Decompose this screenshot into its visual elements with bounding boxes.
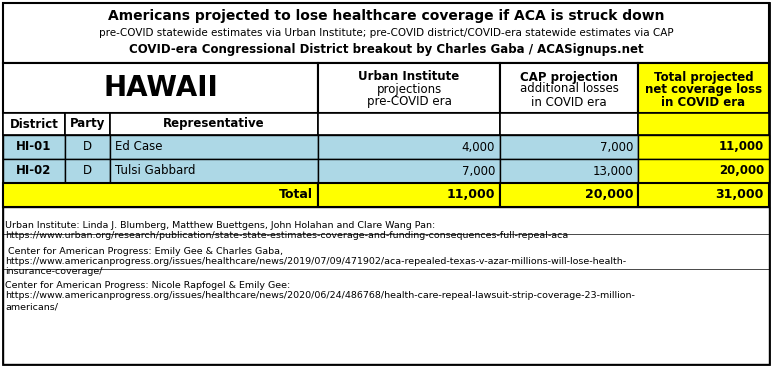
Text: 11,000: 11,000 xyxy=(446,189,495,201)
Text: District: District xyxy=(9,117,59,131)
Text: insurance-coverage/: insurance-coverage/ xyxy=(5,268,103,276)
Bar xyxy=(500,135,638,159)
Bar xyxy=(638,135,769,159)
Text: https://www.urban.org/research/publication/state-state-estimates-coverage-and-fu: https://www.urban.org/research/publicati… xyxy=(5,231,568,240)
Bar xyxy=(638,63,769,113)
Bar xyxy=(3,63,318,113)
Bar xyxy=(500,159,638,183)
Text: net coverage loss: net coverage loss xyxy=(645,83,762,95)
Bar xyxy=(3,159,65,183)
Bar xyxy=(65,113,110,135)
Text: Center for American Progress: Nicole Rapfogel & Emily Gee:: Center for American Progress: Nicole Rap… xyxy=(5,281,290,290)
Bar xyxy=(65,135,110,159)
Text: Center for American Progress: Emily Gee & Charles Gaba,: Center for American Progress: Emily Gee … xyxy=(5,247,283,255)
Bar xyxy=(110,113,318,135)
Text: 7,000: 7,000 xyxy=(462,164,495,178)
Bar xyxy=(3,113,65,135)
Bar xyxy=(500,63,638,113)
Text: 4,000: 4,000 xyxy=(462,141,495,153)
Text: 20,000: 20,000 xyxy=(719,164,764,178)
Text: https://www.americanprogress.org/issues/healthcare/news/2019/07/09/471902/aca-re: https://www.americanprogress.org/issues/… xyxy=(5,257,626,266)
Bar xyxy=(318,183,500,207)
Bar xyxy=(318,113,500,135)
Text: Total: Total xyxy=(279,189,313,201)
Text: americans/: americans/ xyxy=(5,302,58,311)
Text: 31,000: 31,000 xyxy=(716,189,764,201)
Bar xyxy=(638,159,769,183)
Bar xyxy=(318,135,500,159)
Text: Urban Institute: Linda J. Blumberg, Matthew Buettgens, John Holahan and Clare Wa: Urban Institute: Linda J. Blumberg, Matt… xyxy=(5,221,435,229)
Text: in COVID era: in COVID era xyxy=(662,95,746,109)
Text: 13,000: 13,000 xyxy=(592,164,633,178)
Bar xyxy=(3,3,769,63)
Bar xyxy=(65,159,110,183)
Text: Tulsi Gabbard: Tulsi Gabbard xyxy=(115,164,195,178)
Text: CAP projection: CAP projection xyxy=(520,70,618,84)
Text: HAWAII: HAWAII xyxy=(103,74,218,102)
Bar xyxy=(3,183,318,207)
Text: 11,000: 11,000 xyxy=(719,141,764,153)
Text: projections: projections xyxy=(377,83,442,95)
Text: 7,000: 7,000 xyxy=(600,141,633,153)
Bar xyxy=(110,159,318,183)
Text: COVID-era Congressional District breakout by Charles Gaba / ACASignups.net: COVID-era Congressional District breakou… xyxy=(129,43,643,56)
Text: Ed Case: Ed Case xyxy=(115,141,162,153)
Bar xyxy=(318,159,500,183)
Bar xyxy=(500,113,638,135)
Text: additional losses: additional losses xyxy=(520,83,618,95)
Text: Party: Party xyxy=(69,117,105,131)
Text: Urban Institute: Urban Institute xyxy=(358,70,459,84)
Text: D: D xyxy=(83,141,92,153)
Bar xyxy=(638,183,769,207)
Text: HI-02: HI-02 xyxy=(16,164,52,178)
Bar xyxy=(110,135,318,159)
Text: https://www.americanprogress.org/issues/healthcare/news/2020/06/24/486768/health: https://www.americanprogress.org/issues/… xyxy=(5,291,635,301)
Bar xyxy=(3,207,769,364)
Text: pre-COVID statewide estimates via Urban Institute; pre-COVID district/COVID-era : pre-COVID statewide estimates via Urban … xyxy=(99,28,673,38)
Text: Americans projected to lose healthcare coverage if ACA is struck down: Americans projected to lose healthcare c… xyxy=(108,9,664,23)
Bar xyxy=(638,113,769,135)
Bar xyxy=(500,183,638,207)
Text: Total projected: Total projected xyxy=(654,70,753,84)
Text: Representative: Representative xyxy=(163,117,265,131)
Text: 20,000: 20,000 xyxy=(584,189,633,201)
Text: pre-COVID era: pre-COVID era xyxy=(367,95,452,109)
Text: D: D xyxy=(83,164,92,178)
Bar xyxy=(318,63,500,113)
Text: HI-01: HI-01 xyxy=(16,141,52,153)
Text: in COVID era: in COVID era xyxy=(531,95,607,109)
Bar xyxy=(3,135,65,159)
